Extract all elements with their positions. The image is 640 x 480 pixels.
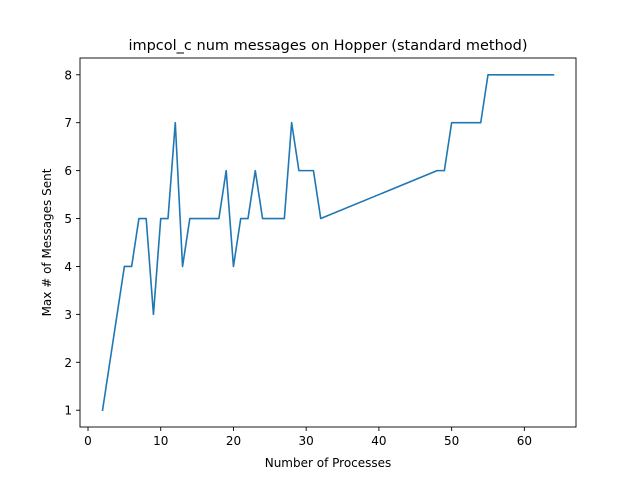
x-tick-label: 40 [371,434,386,448]
plot-frame [79,57,577,428]
chart-title: impcol_c num messages on Hopper (standar… [128,38,527,54]
y-tick-label: 4 [64,260,72,274]
x-tick-label: 0 [84,434,92,448]
data-layer [101,73,555,412]
x-tick-label: 10 [153,434,168,448]
series-line [101,73,555,412]
y-tick-label: 7 [64,116,72,130]
y-tick-label: 1 [64,404,72,418]
x-axis: 0 10 20 30 40 50 60 [84,427,532,448]
y-axis-label: Max # of Messages Sent [40,168,54,316]
y-tick-label: 2 [64,356,72,370]
y-tick-label: 5 [64,212,72,226]
y-tick-label: 6 [64,164,72,178]
x-tick-label: 30 [299,434,314,448]
y-tick-label: 8 [64,68,72,82]
x-tick-label: 60 [517,434,532,448]
x-axis-label: Number of Processes [265,456,392,470]
plot-area [80,58,576,427]
y-tick-label: 3 [64,308,72,322]
y-axis: 1 2 3 4 5 6 7 8 [64,68,80,418]
x-tick-label: 50 [444,434,459,448]
x-tick-label: 20 [226,434,241,448]
